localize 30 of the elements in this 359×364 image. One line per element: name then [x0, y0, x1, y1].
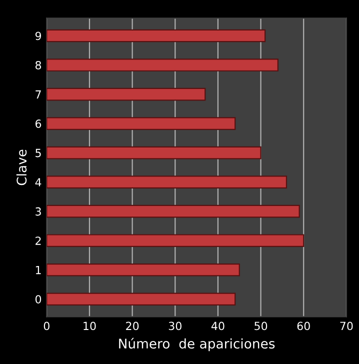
- bar: [46, 263, 240, 276]
- y-tick-label: 3: [36, 207, 41, 216]
- y-tick-label: 8: [35, 60, 42, 70]
- bar: [46, 117, 236, 130]
- bar: [46, 176, 288, 188]
- y-tick-label: 2: [36, 236, 41, 245]
- x-tick-label: 30: [168, 322, 182, 330]
- bar: [46, 234, 304, 248]
- y-tick-label: 0: [35, 295, 42, 304]
- y-tick-label: 4: [35, 178, 42, 186]
- x-axis-title: Número de apariciones: [119, 338, 275, 352]
- x-tick-label: 40: [211, 322, 224, 330]
- y-tick-label: 5: [36, 148, 41, 158]
- y-tick-label: 9: [35, 32, 42, 40]
- bar: [46, 146, 262, 160]
- bar: [46, 29, 266, 42]
- y-tick-label: 7: [36, 90, 41, 99]
- y-tick-label: 1: [36, 266, 41, 274]
- bar: [46, 292, 236, 306]
- x-tick-label: 70: [340, 322, 353, 330]
- x-tick-label: 0: [44, 322, 50, 330]
- x-tick-label: 50: [254, 322, 268, 330]
- bar: [46, 88, 206, 101]
- x-tick-label: 10: [84, 322, 96, 330]
- x-tick-label: 20: [126, 322, 139, 330]
- bar: [46, 58, 278, 72]
- bar: [46, 204, 300, 218]
- y-tick-label: 6: [36, 120, 42, 128]
- y-axis-title: Clave: [16, 150, 27, 186]
- x-tick-label: 60: [297, 322, 310, 330]
